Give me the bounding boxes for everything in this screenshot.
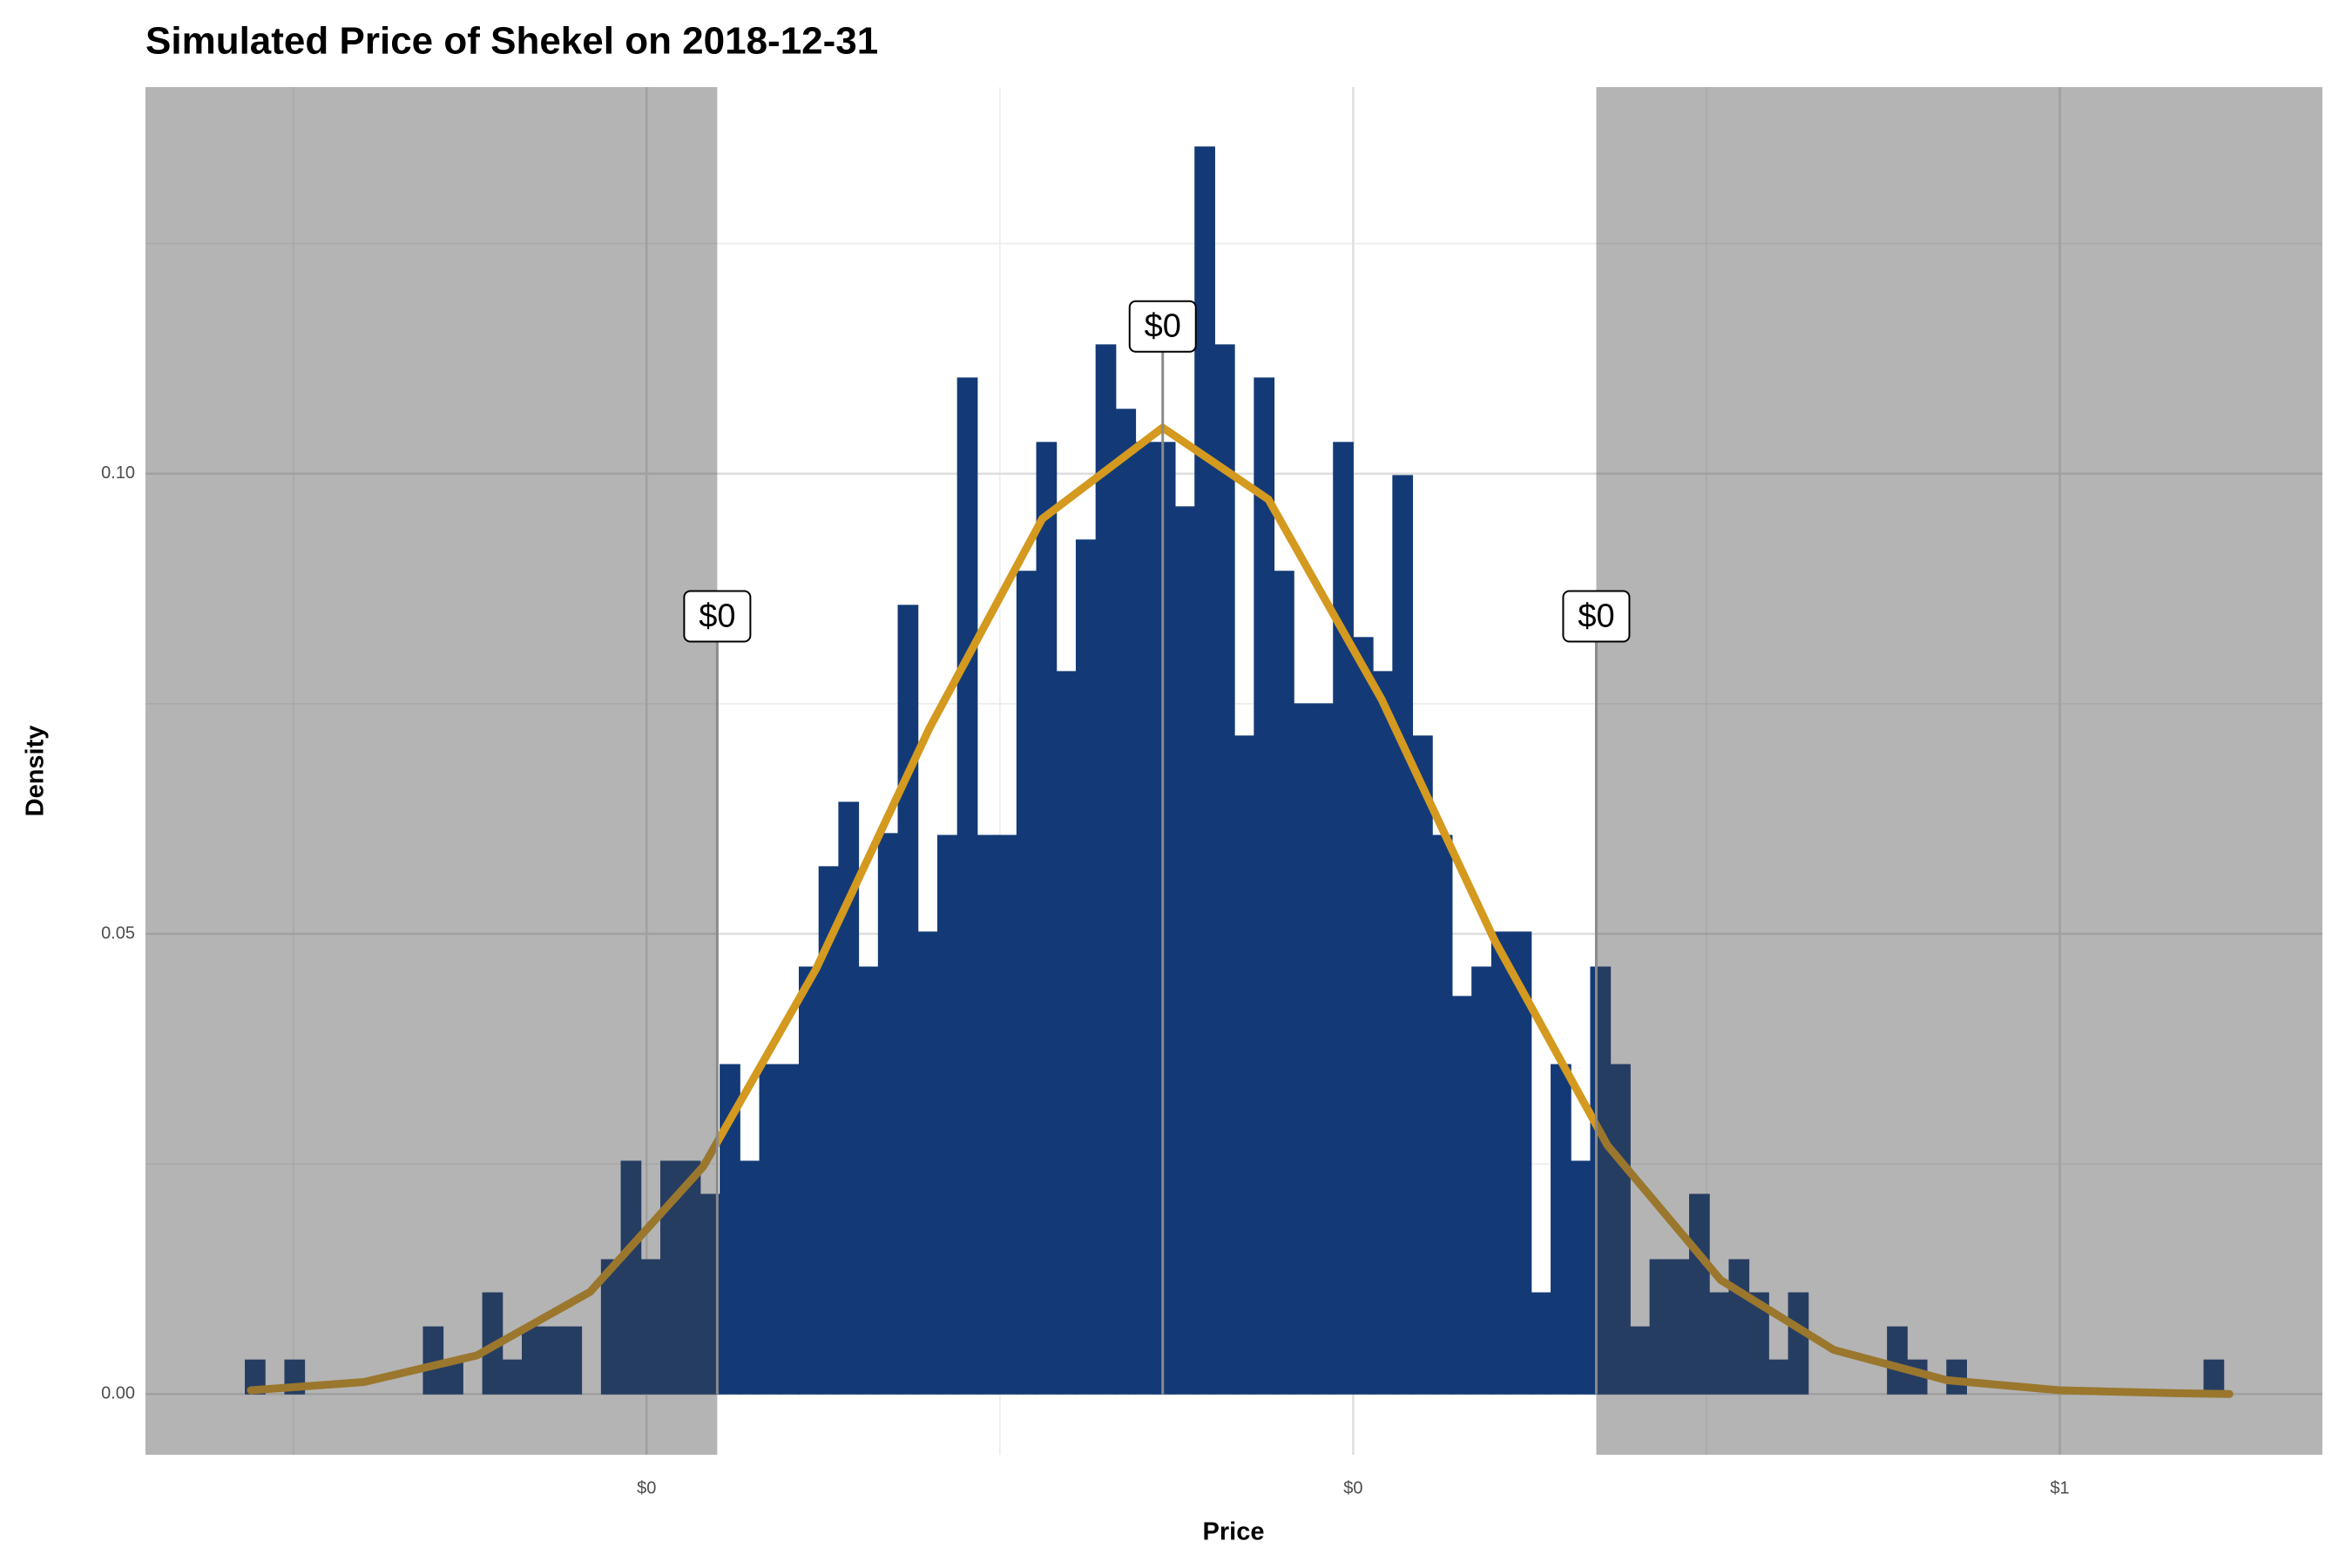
bar: [1036, 442, 1058, 1395]
bar: [1490, 931, 1512, 1395]
x-tick-label: $0: [1343, 1478, 1362, 1497]
bar: [1431, 835, 1453, 1395]
annotation-label: $0: [1578, 598, 1614, 635]
bar: [1333, 442, 1354, 1395]
bar: [739, 1160, 760, 1395]
x-tick-label: $0: [637, 1478, 656, 1497]
x-tick-label: $1: [2050, 1478, 2069, 1497]
x-axis-title: Price: [1203, 1518, 1265, 1546]
bar: [759, 1064, 781, 1395]
bar: [1610, 1064, 1631, 1395]
bar: [997, 835, 1017, 1395]
bar: [1788, 1292, 1809, 1395]
bar: [1748, 1292, 1769, 1395]
annotation-box: [683, 590, 752, 643]
annotation-label: $0: [1145, 308, 1181, 345]
y-tick-label: 0.00: [101, 1384, 135, 1403]
bar: [1135, 442, 1156, 1395]
bar: [1274, 571, 1294, 1395]
bar: [1016, 571, 1037, 1395]
bar: [1392, 475, 1414, 1395]
bar: [1075, 539, 1097, 1395]
bar: [1213, 344, 1235, 1395]
bar: [1293, 703, 1315, 1395]
bar: [1511, 931, 1532, 1395]
bar: [1174, 506, 1196, 1395]
annotation-box: [1128, 300, 1197, 353]
bar: [1194, 146, 1215, 1395]
bar: [1254, 377, 1275, 1395]
bar: [1531, 1292, 1552, 1395]
annotation-box: [1562, 590, 1631, 643]
bar: [1056, 671, 1077, 1395]
bar: [877, 833, 899, 1395]
bar: [1451, 996, 1473, 1395]
annotation-label: $0: [699, 598, 735, 635]
bar: [977, 835, 998, 1395]
bar: [858, 966, 879, 1395]
bar: [1471, 966, 1492, 1395]
y-tick-label: 0.05: [101, 923, 135, 943]
bar: [245, 1359, 266, 1395]
shaded-region: [145, 87, 718, 1455]
bar: [917, 931, 938, 1395]
bar: [1372, 671, 1394, 1395]
bar: [956, 377, 978, 1395]
y-axis-title: Density: [22, 726, 50, 817]
bar: [1352, 637, 1374, 1395]
y-tick-label: 0.10: [101, 463, 135, 483]
bar: [1095, 344, 1117, 1395]
bar: [1233, 735, 1255, 1395]
bar: [1313, 703, 1335, 1395]
bar: [897, 605, 919, 1395]
bar: [1412, 735, 1433, 1395]
bar: [936, 835, 958, 1395]
chart-title: Simulated Price of Shekel on 2018-12-31: [145, 20, 878, 63]
bar: [1570, 1160, 1592, 1395]
density-curve: [247, 422, 2234, 1398]
bar: [798, 966, 820, 1395]
bar: [1115, 409, 1137, 1395]
bar: [561, 1326, 583, 1395]
bar: [1551, 1064, 1571, 1395]
shaded-region: [1596, 87, 2322, 1455]
bar: [779, 1064, 800, 1395]
bar: [1154, 442, 1176, 1395]
